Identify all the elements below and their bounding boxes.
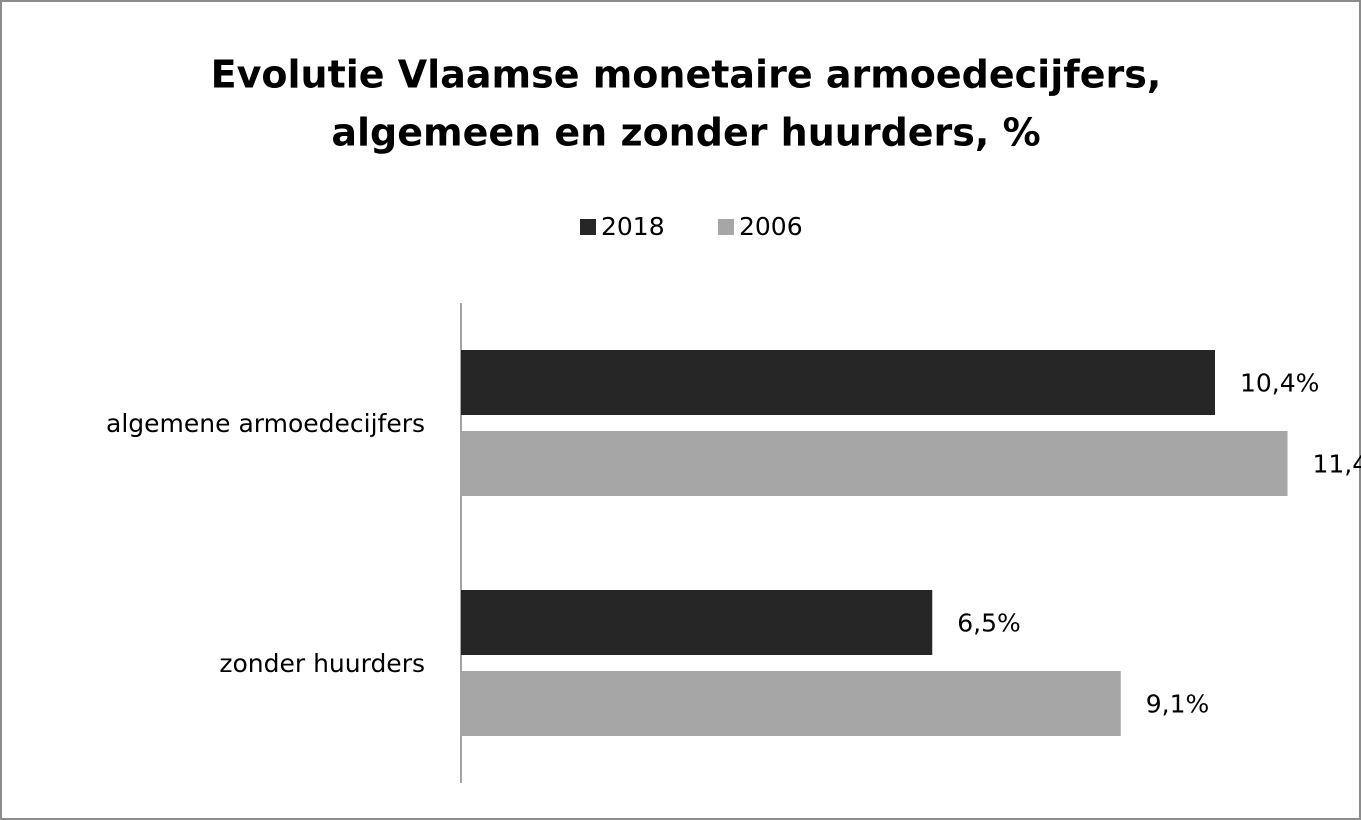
chart-title: algemeen en zonder huurders, % <box>331 111 1040 155</box>
legend-swatch <box>718 219 734 235</box>
bar <box>461 350 1215 415</box>
legend-swatch <box>580 219 596 235</box>
bar <box>461 431 1288 496</box>
y-tick-label: zonder huurders <box>219 649 425 678</box>
data-label: 11,4% <box>1313 450 1361 479</box>
chart-title: Evolutie Vlaamse monetaire armoedecijfer… <box>211 53 1162 97</box>
data-label: 10,4% <box>1240 369 1319 398</box>
y-tick-label: algemene armoedecijfers <box>106 409 425 438</box>
bar <box>461 590 933 655</box>
data-label: 9,1% <box>1146 690 1210 719</box>
bar <box>461 671 1121 736</box>
legend-label: 2006 <box>739 212 803 241</box>
data-label: 6,5% <box>957 609 1021 638</box>
legend-label: 2018 <box>601 212 665 241</box>
